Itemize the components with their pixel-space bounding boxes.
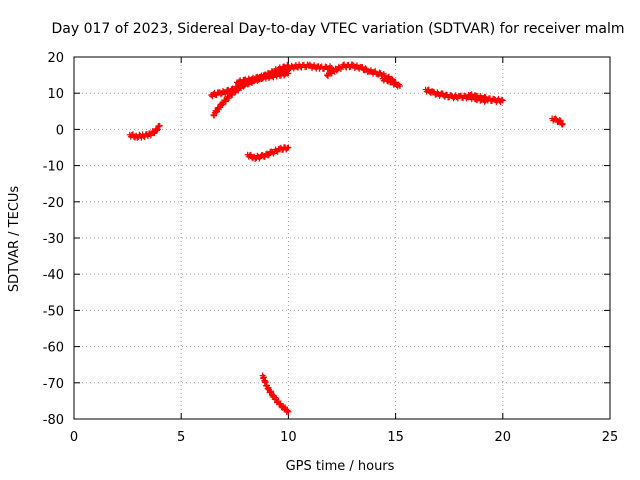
data-point [156,122,163,129]
data-point [559,120,566,127]
data-point [268,389,275,396]
data-point [552,115,559,122]
data-point [376,69,383,76]
data-point [231,89,238,96]
y-tick-label: 10 [47,87,64,102]
series-arc-5 [244,144,292,162]
data-point [333,67,340,74]
x-tick-label: 15 [387,430,404,445]
data-point [362,65,369,72]
x-axis-label: GPS time / hours [286,459,395,474]
x-tick-label: 0 [70,430,78,445]
y-tick-label: 0 [56,123,64,138]
data-point [395,81,402,88]
data-point [282,67,289,74]
y-tick-label: 20 [47,51,64,66]
data-point [265,152,272,159]
data-point [349,61,356,68]
series-arc-11 [465,91,506,106]
data-point [396,82,403,89]
x-tick-label: 10 [280,430,297,445]
y-tick-label: -50 [43,304,64,319]
data-point [266,151,273,158]
data-point [557,117,564,124]
series-arc-7 [276,61,335,76]
data-point [284,407,291,414]
data-point [285,144,292,151]
chart-title: Day 017 of 2023, Sidereal Day-to-day VTE… [52,21,625,37]
y-tick-label: -70 [43,377,64,392]
series-arc-4 [233,69,292,87]
data-point [241,82,248,89]
y-tick-label: -80 [43,413,64,428]
series-arc-10 [422,86,489,105]
data-point [211,112,218,119]
data-point [359,63,366,70]
data-point [559,121,566,128]
data-point [247,151,254,158]
data-point [499,97,506,104]
data-point [153,127,160,134]
y-tick-label: -40 [43,268,64,283]
data-point [498,96,505,103]
data-point [274,148,281,155]
grid-lines [74,57,610,419]
data-point [281,72,288,79]
series-arc-12 [549,115,566,128]
data-point [285,70,292,77]
series-arc-9 [379,75,403,90]
y-tick-label: -60 [43,341,64,356]
series-arc-1 [126,122,163,141]
x-tick-label: 25 [602,430,619,445]
data-point [154,126,161,133]
data-point [425,86,432,93]
plot-frame [73,56,611,420]
tick-labels: 0 5 10 15 20 25 -80 -70 -60 -50 -40 -30 -20 -10 0 10 20 [43,51,619,445]
y-tick-label: -20 [43,196,64,211]
data-point [261,154,268,161]
x-tick-label: 5 [177,430,185,445]
data-series [126,61,566,415]
data-point [285,408,292,415]
y-tick-label: -10 [43,160,64,175]
data-point [225,95,232,102]
x-tick-label: 20 [495,430,512,445]
y-axis-label: SDTVAR / TECUs [7,186,22,293]
data-point [217,91,224,98]
series-arc-6 [259,372,292,415]
y-tick-label: -30 [43,232,64,247]
